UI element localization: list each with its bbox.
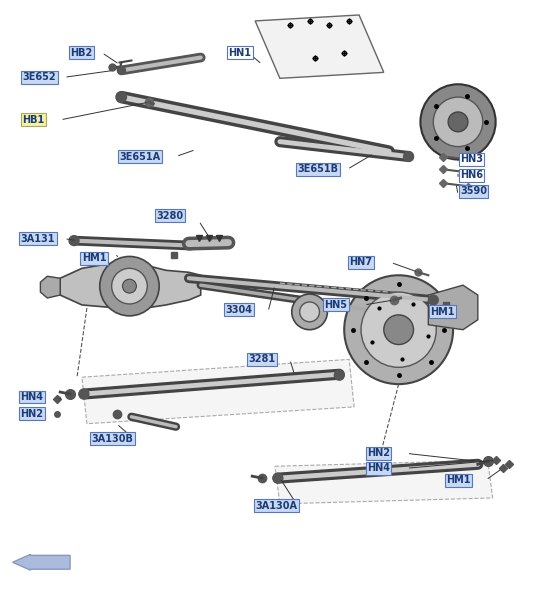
- Circle shape: [112, 268, 147, 304]
- Circle shape: [344, 275, 453, 384]
- Text: 3A131: 3A131: [20, 234, 55, 243]
- Circle shape: [334, 370, 344, 380]
- Circle shape: [428, 295, 438, 305]
- Circle shape: [79, 389, 89, 399]
- Text: HM1: HM1: [82, 254, 107, 263]
- Circle shape: [433, 97, 483, 147]
- Circle shape: [300, 302, 320, 322]
- Text: 3280: 3280: [156, 211, 183, 221]
- Circle shape: [404, 151, 414, 162]
- Text: HN7: HN7: [349, 257, 372, 267]
- FancyArrow shape: [13, 554, 70, 570]
- Polygon shape: [40, 276, 60, 298]
- Text: HN5: HN5: [324, 300, 348, 310]
- Polygon shape: [428, 285, 478, 330]
- Text: 3E651B: 3E651B: [298, 164, 339, 174]
- Circle shape: [292, 294, 328, 330]
- Circle shape: [273, 473, 283, 483]
- Text: HN6: HN6: [460, 170, 483, 180]
- Polygon shape: [275, 460, 493, 504]
- Text: HN4: HN4: [20, 392, 44, 402]
- Circle shape: [123, 279, 137, 293]
- Text: 3E651A: 3E651A: [119, 151, 161, 162]
- Text: HN1: HN1: [229, 47, 251, 58]
- Text: 3281: 3281: [248, 355, 275, 364]
- Text: HN3: HN3: [460, 154, 483, 165]
- Circle shape: [100, 257, 159, 316]
- Polygon shape: [60, 263, 201, 308]
- Circle shape: [69, 236, 79, 246]
- Text: HB1: HB1: [23, 115, 45, 125]
- Circle shape: [118, 67, 125, 75]
- Text: 3304: 3304: [225, 305, 252, 315]
- Text: 3E652: 3E652: [23, 72, 56, 82]
- Circle shape: [384, 315, 414, 344]
- Text: HN4: HN4: [367, 463, 390, 473]
- Text: 3A130A: 3A130A: [255, 501, 297, 511]
- Text: HN2: HN2: [20, 409, 44, 419]
- Text: HN2: HN2: [367, 448, 390, 459]
- Text: 3590: 3590: [460, 186, 487, 196]
- Text: HM1: HM1: [430, 307, 455, 317]
- Circle shape: [117, 92, 126, 102]
- Text: 3A130B: 3A130B: [92, 433, 134, 444]
- Text: HM1: HM1: [446, 475, 471, 485]
- Circle shape: [361, 292, 436, 367]
- Polygon shape: [255, 15, 384, 78]
- Polygon shape: [82, 359, 354, 424]
- Circle shape: [448, 112, 468, 132]
- Text: HB2: HB2: [70, 47, 93, 58]
- Circle shape: [420, 84, 495, 159]
